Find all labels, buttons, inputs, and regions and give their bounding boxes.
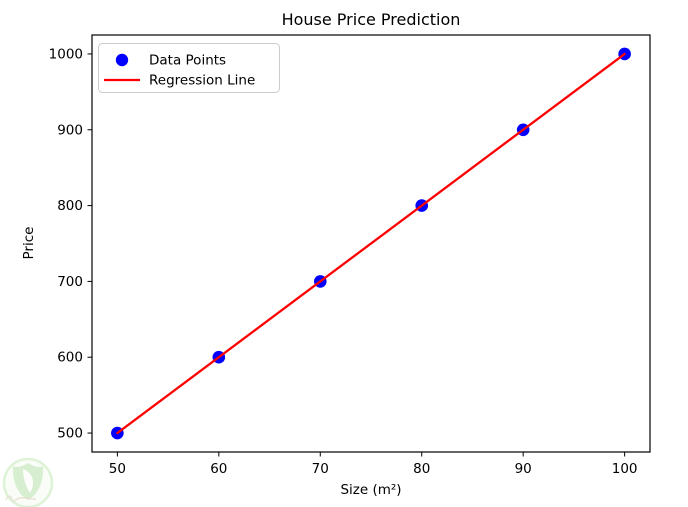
regression-line [116, 52, 626, 435]
chart-title: House Price Prediction [282, 10, 461, 29]
y-tick-label: 600 [57, 350, 83, 366]
watermark-shield-icon [12, 463, 44, 500]
y-tick-label: 500 [57, 426, 83, 442]
watermark-leaf-icon [23, 469, 34, 493]
y-tick-label: 900 [57, 122, 83, 138]
y-tick-label: 700 [57, 274, 83, 290]
x-tick-label: 100 [612, 461, 638, 477]
x-axis-label: Size (m²) [340, 482, 401, 498]
x-tick-label: 50 [109, 461, 126, 477]
x-tick-label: 80 [413, 461, 430, 477]
legend-box [98, 43, 280, 93]
legend-marker-data-points [115, 53, 129, 67]
y-tick-label: 1000 [49, 46, 83, 62]
x-tick-label: 90 [515, 461, 532, 477]
y-axis-label: Price [21, 227, 37, 260]
y-tick-label: 800 [57, 198, 83, 214]
x-tick-label: 70 [312, 461, 329, 477]
legend-label-regression-line: Regression Line [149, 73, 255, 89]
x-tick-label: 60 [210, 461, 227, 477]
legend: Data Points Regression Line [98, 43, 280, 93]
axes-frame [91, 34, 651, 453]
watermark-logo [2, 457, 54, 507]
plot-area: 50 60 70 80 90 100 500 600 700 800 900 1000 [49, 34, 651, 477]
watermark-text-glyphs [5, 495, 37, 502]
watermark-circle [2, 457, 54, 507]
legend-label-data-points: Data Points [149, 53, 226, 69]
